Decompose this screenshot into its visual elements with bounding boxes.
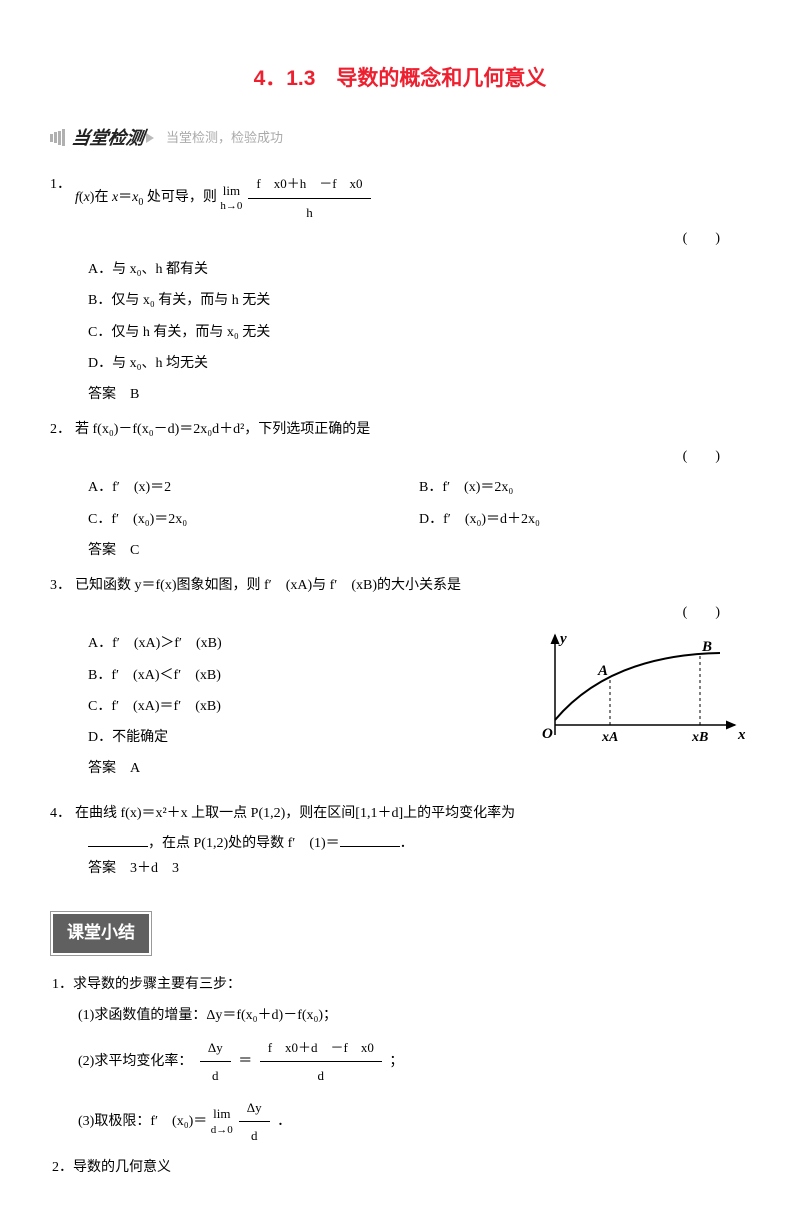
q2-option-c: C．f′ (x₀)＝2x₀ xyxy=(88,507,419,532)
q2-paren: ( ) xyxy=(50,444,750,469)
q1-stem: f(x)在 x＝x0 处可导，则 limh→0 f x0＋h －f x0h xyxy=(75,172,375,224)
section-title: 当堂检测 xyxy=(70,122,147,154)
svg-text:A: A xyxy=(597,663,608,679)
q3-number: 3． xyxy=(50,573,71,598)
q4-stem-a: 在曲线 f(x)＝x²＋x 上取一点 P(1,2)，则在区间[1,1＋d]上的平… xyxy=(75,806,515,821)
q2-option-b: B．f′ (x)＝2x₀ xyxy=(419,475,750,500)
question-2: 2． 若 f(x₀)－f(x₀－d)＝2x₀d＋d²，下列选项正确的是 ( ) … xyxy=(50,417,750,563)
q2-answer: 答案 C xyxy=(50,538,750,563)
header-bars-icon xyxy=(50,129,66,146)
svg-text:O: O xyxy=(542,726,553,742)
page-title: 4．1.3 导数的概念和几何意义 xyxy=(50,60,750,98)
q3-paren: ( ) xyxy=(50,600,750,625)
q4-number: 4． xyxy=(50,806,71,821)
q4-stem-b: ，在点 P(1,2)处的导数 f′ (1)＝ xyxy=(148,836,340,851)
summary-box: 课堂小结 xyxy=(50,911,152,956)
q2-number: 2． xyxy=(50,417,71,442)
q1-number: 1． xyxy=(50,172,71,197)
svg-text:x: x xyxy=(737,727,746,743)
q4-stem-c: ． xyxy=(400,836,414,851)
triangle-icon xyxy=(146,133,154,143)
summary-1-2: (2)求平均变化率： Δyd ＝ f x0＋d －f x0d ； xyxy=(50,1036,750,1088)
q2-option-a: A．f′ (x)＝2 xyxy=(88,475,419,500)
q1-option-d: D．与 x₀、h 均无关 xyxy=(88,351,750,376)
q2-stem: 若 f(x₀)－f(x₀－d)＝2x₀d＋d²，下列选项正确的是 xyxy=(75,417,370,442)
svg-text:xB: xB xyxy=(691,730,708,745)
svg-text:xA: xA xyxy=(601,730,618,745)
q3-answer: 答案 A xyxy=(50,756,524,781)
q3-option-b: B．f′ (xA)＜f′ (xB) xyxy=(88,663,524,688)
blank-2 xyxy=(340,833,400,847)
q1-paren: ( ) xyxy=(50,226,750,251)
section-subtitle: 当堂检测，检验成功 xyxy=(166,126,283,149)
question-3: 3． 已知函数 y＝f(x)图象如图，则 f′ (xA)与 f′ (xB)的大小… xyxy=(50,573,750,791)
summary-1-3: (3)取极限：f′ (x₀)＝ limd→0 Δyd ． xyxy=(50,1096,750,1148)
q3-graph: y x O A B xA xB xyxy=(530,625,750,765)
q2-option-d: D．f′ (x₀)＝d＋2x₀ xyxy=(419,507,750,532)
section-header: 当堂检测 当堂检测，检验成功 xyxy=(50,122,750,154)
q1-answer: 答案 B xyxy=(50,382,750,407)
summary-2: 2．导数的几何意义 xyxy=(50,1155,750,1180)
question-4: 4． 在曲线 f(x)＝x²＋x 上取一点 P(1,2)，则在区间[1,1＋d]上… xyxy=(50,801,750,881)
svg-text:B: B xyxy=(701,639,712,655)
question-1: 1． f(x)在 x＝x0 处可导，则 limh→0 f x0＋h －f x0h… xyxy=(50,172,750,407)
q3-option-d: D．不能确定 xyxy=(88,725,524,750)
q4-answer: 答案 3＋d 3 xyxy=(50,856,750,881)
q3-option-a: A．f′ (xA)＞f′ (xB) xyxy=(88,631,524,656)
summary-1-1: (1)求函数值的增量：Δy＝f(x₀＋d)－f(x₀)； xyxy=(50,1003,750,1028)
q3-option-c: C．f′ (xA)＝f′ (xB) xyxy=(88,694,524,719)
q1-option-b: B．仅与 x₀ 有关，而与 h 无关 xyxy=(88,288,750,313)
q1-option-a: A．与 x₀、h 都有关 xyxy=(88,257,750,282)
blank-1 xyxy=(88,833,148,847)
svg-text:y: y xyxy=(558,631,567,647)
summary-1: 1．求导数的步骤主要有三步： xyxy=(50,972,750,997)
q1-option-c: C．仅与 h 有关，而与 x₀ 无关 xyxy=(88,320,750,345)
summary-title: 课堂小结 xyxy=(53,914,149,953)
q3-stem: 已知函数 y＝f(x)图象如图，则 f′ (xA)与 f′ (xB)的大小关系是 xyxy=(75,573,461,598)
